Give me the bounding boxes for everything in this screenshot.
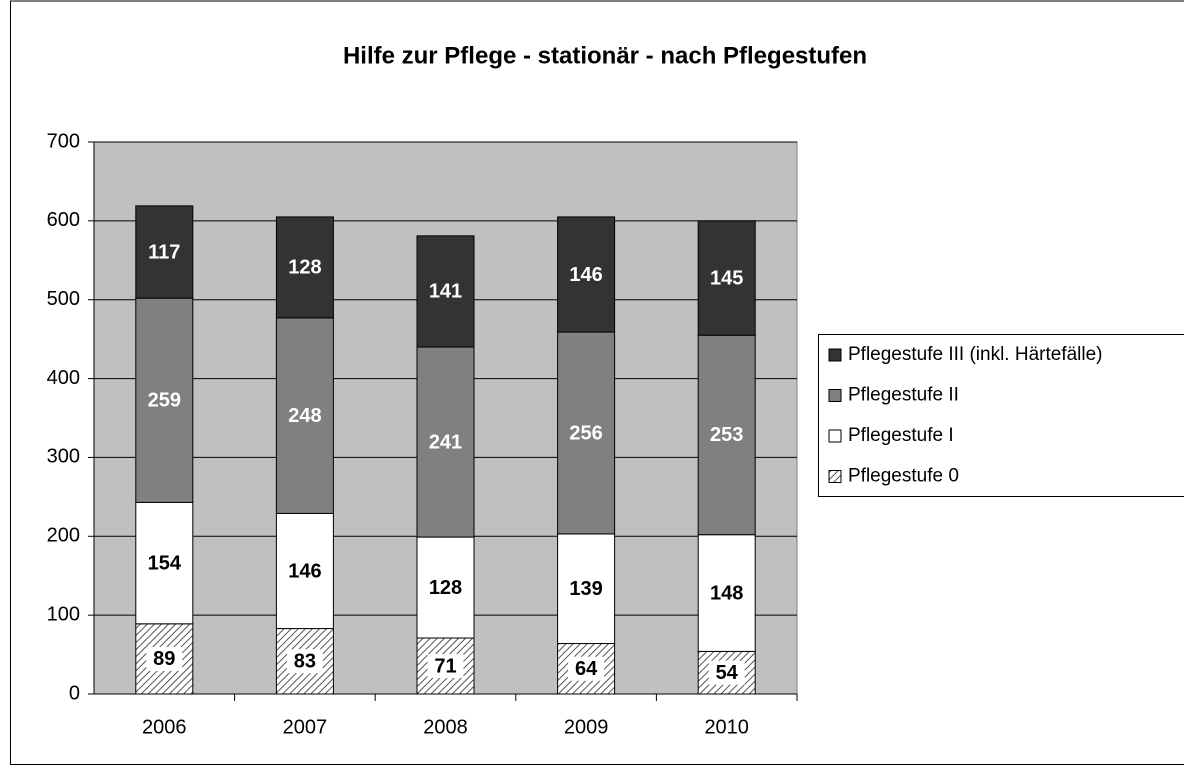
y-tick-label: 600 <box>47 209 80 231</box>
data-label: 139 <box>569 578 602 600</box>
x-tick-label: 2006 <box>142 716 187 738</box>
data-label: 128 <box>288 257 321 279</box>
data-label: 148 <box>710 582 743 604</box>
data-label: 141 <box>429 281 462 303</box>
label-background <box>708 660 745 685</box>
y-tick-label: 300 <box>47 446 80 468</box>
label-background <box>568 656 605 681</box>
data-label: 146 <box>288 560 321 582</box>
bar-segment <box>557 533 616 645</box>
label-background <box>146 646 183 671</box>
label-background <box>427 654 464 679</box>
bar-segment <box>135 205 194 299</box>
data-label: 146 <box>569 264 602 286</box>
legend-swatch <box>828 389 842 402</box>
data-label: 54 <box>716 662 739 684</box>
data-label: 128 <box>429 577 462 599</box>
y-tick-label: 500 <box>47 288 80 310</box>
data-label: 253 <box>710 424 743 446</box>
legend-swatch <box>828 470 842 483</box>
bar-segment <box>275 216 334 319</box>
y-tick-label: 700 <box>47 130 80 152</box>
legend-box <box>818 334 1184 497</box>
x-tick-label: 2009 <box>564 716 609 738</box>
chart-title: Hilfe zur Pflege - stationär - nach Pfle… <box>343 42 867 69</box>
data-label: 154 <box>148 552 182 574</box>
bar-segment <box>416 637 475 695</box>
y-tick-label: 0 <box>69 682 80 704</box>
x-tick-label: 2007 <box>283 716 328 738</box>
y-tick-label: 100 <box>47 603 80 625</box>
bar-segment <box>135 501 194 625</box>
bar-segment <box>557 331 616 535</box>
x-tick-label: 2010 <box>704 716 749 738</box>
data-label: 256 <box>569 422 602 444</box>
bar-segment <box>697 534 756 652</box>
data-label: 241 <box>429 431 462 453</box>
data-label: 64 <box>575 658 598 680</box>
legend-label: Pflegestufe III (inkl. Härtefälle) <box>848 344 1103 365</box>
bar-segment <box>697 220 756 336</box>
bar-segment <box>416 235 475 348</box>
data-label: 89 <box>153 648 175 670</box>
data-label: 259 <box>148 390 181 412</box>
y-tick-label: 400 <box>47 367 80 389</box>
x-tick-label: 2008 <box>423 716 468 738</box>
bar-segment <box>275 512 334 630</box>
data-label: 83 <box>294 651 316 673</box>
data-label: 117 <box>148 241 180 263</box>
data-label: 248 <box>288 405 321 427</box>
data-label: 71 <box>434 655 456 677</box>
legend-label: Pflegestufe II <box>848 385 959 406</box>
bar-segment <box>416 536 475 639</box>
legend-label: Pflegestufe 0 <box>848 466 959 487</box>
legend-swatch <box>828 429 842 443</box>
data-label: 145 <box>710 267 743 289</box>
bar-segment <box>416 346 475 538</box>
bar-segment <box>697 334 756 536</box>
bar-segment <box>557 216 616 333</box>
label-background <box>286 649 323 674</box>
legend-label: Pflegestufe I <box>848 425 954 446</box>
legend-swatch <box>828 348 842 362</box>
y-tick-label: 200 <box>47 525 80 547</box>
